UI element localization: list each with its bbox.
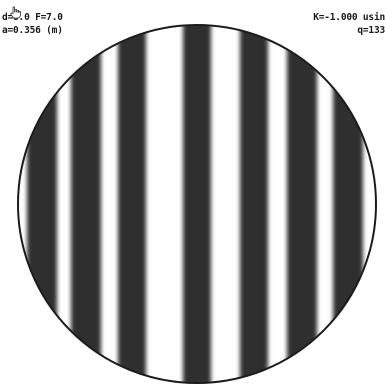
readout-right: K=-1.000 usin q=133 [313, 11, 385, 37]
fringe-band [239, 25, 269, 383]
fringe-band [26, 25, 58, 383]
fringe-band [117, 25, 147, 383]
pupil-rim [17, 24, 377, 384]
readout-k: K=-1.000 usin [313, 12, 385, 23]
readout-f: F=7.0 [35, 12, 63, 23]
fringe-band [182, 25, 212, 383]
fringe-band [70, 25, 102, 383]
fringe-band [286, 25, 318, 383]
readout-q: q=133 [357, 25, 385, 36]
hand-pointer-icon [10, 6, 21, 19]
fringe-band [332, 25, 364, 383]
readout-a: a=0.356 (m) [2, 25, 63, 36]
